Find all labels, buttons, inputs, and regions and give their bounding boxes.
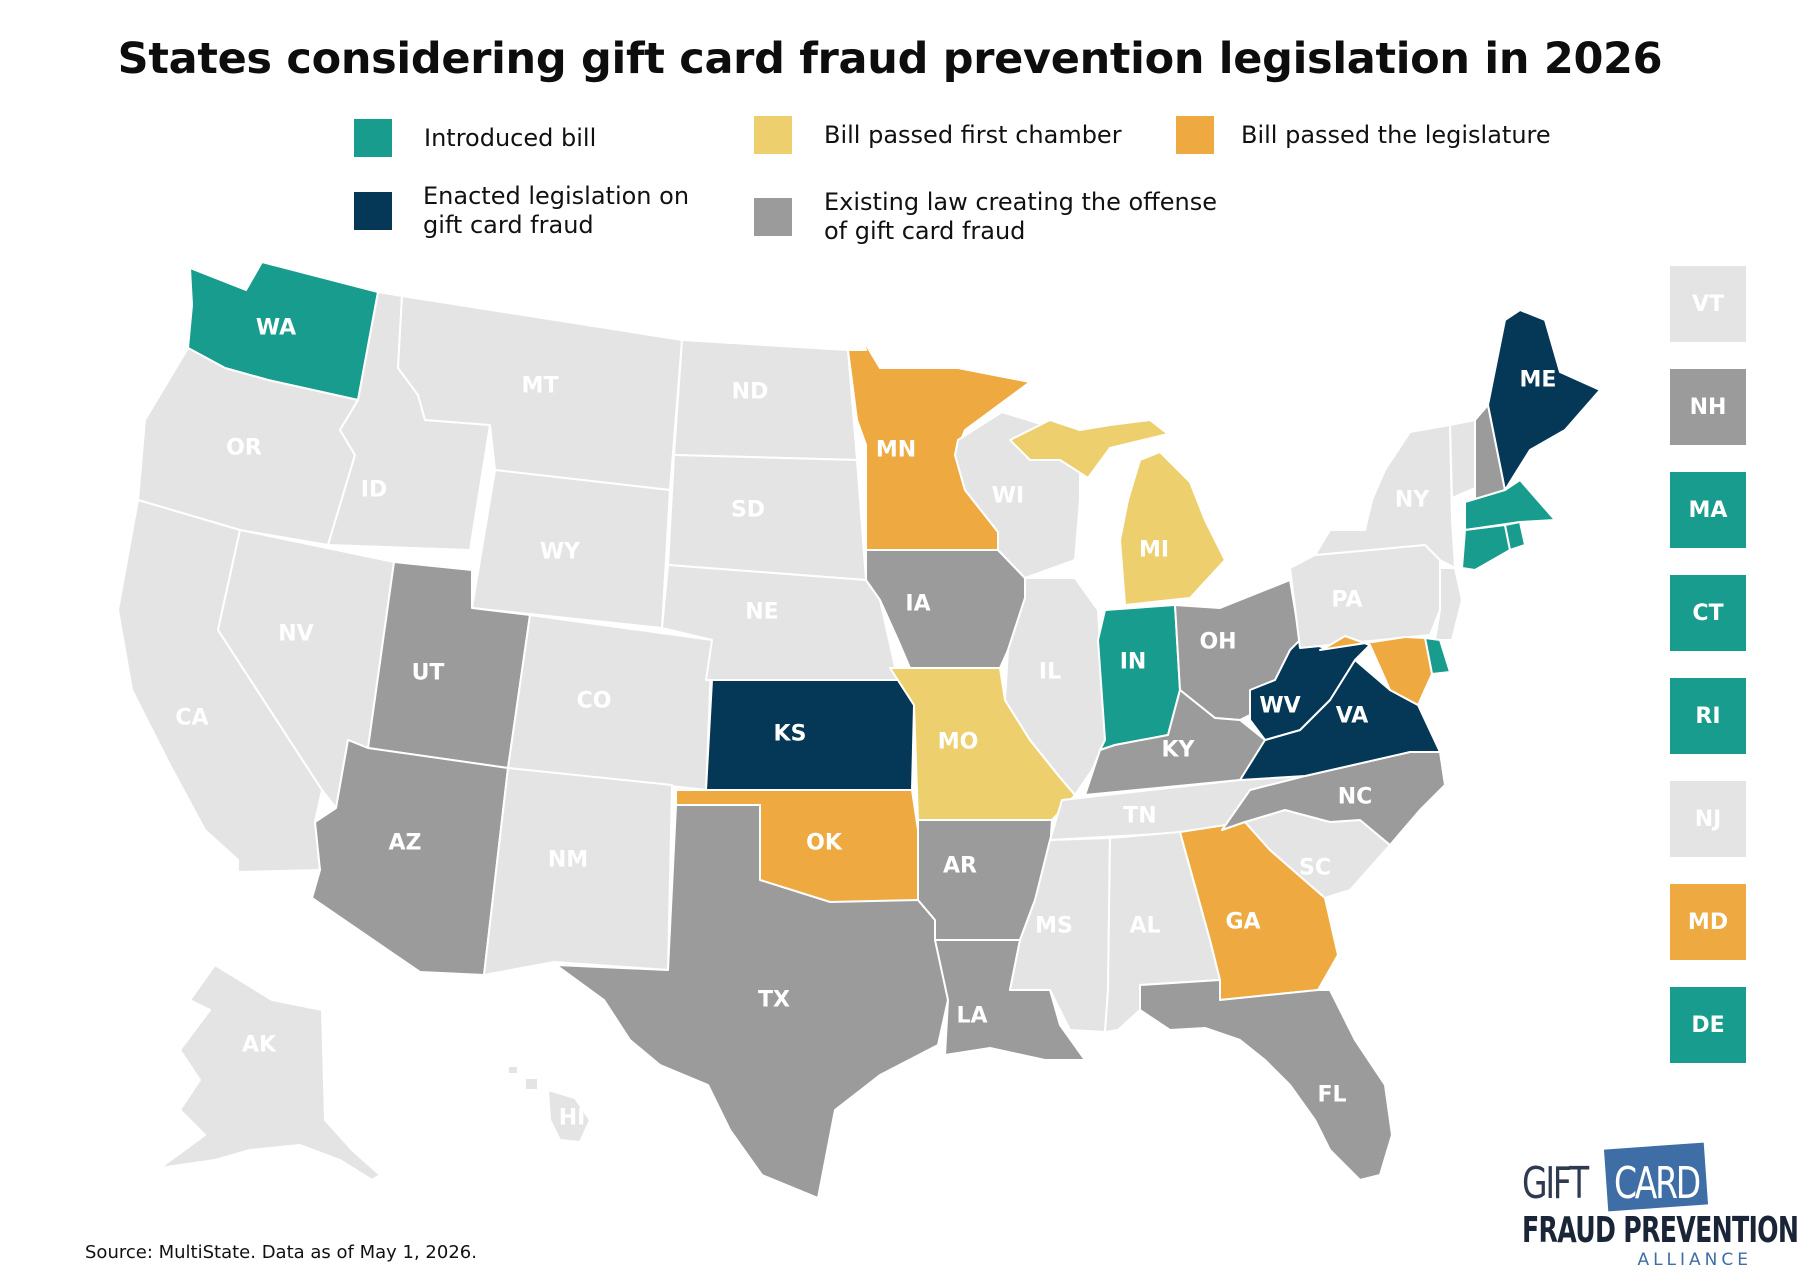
sidebar-box-de: DE	[1670, 987, 1746, 1063]
legend-swatch-passed-legislature	[1176, 116, 1214, 154]
state-label-mi: MI	[1139, 538, 1169, 563]
state-label-or: OR	[226, 436, 262, 461]
state-nm	[483, 767, 673, 976]
state-label-tx: TX	[758, 988, 790, 1013]
state-label-la: LA	[956, 1004, 987, 1029]
logo-text-card: CARD	[1614, 1158, 1701, 1209]
state-label-co: CO	[577, 689, 612, 714]
state-ny	[1314, 424, 1456, 569]
state-az	[311, 739, 509, 976]
state-label-ia: IA	[905, 592, 930, 617]
sidebar-box-md: MD	[1670, 884, 1746, 960]
sidebar-box-ct: CT	[1670, 575, 1746, 651]
state-label-tn: TN	[1123, 804, 1156, 829]
state-label-me: ME	[1520, 368, 1557, 393]
state-label-oh: OH	[1199, 630, 1236, 655]
state-label-sd: SD	[731, 498, 765, 523]
state-mi	[1009, 419, 1226, 606]
state-label-wy: WY	[540, 540, 581, 565]
state-label-al: AL	[1129, 914, 1160, 939]
state-label-hi: HI	[559, 1106, 586, 1131]
state-label-pa: PA	[1331, 588, 1362, 613]
page-title: States considering gift card fraud preve…	[117, 34, 1663, 84]
state-label-wi: WI	[992, 484, 1024, 509]
state-label-va: VA	[1336, 704, 1369, 729]
state-label-ar: AR	[943, 854, 977, 879]
state-ks	[705, 679, 915, 791]
state-label-mn: MN	[876, 438, 916, 463]
state-il	[1004, 577, 1106, 796]
state-label-in: IN	[1120, 650, 1147, 675]
state-label-ny: NY	[1395, 488, 1430, 513]
state-label-il: IL	[1039, 660, 1061, 685]
state-label-mt: MT	[522, 374, 559, 399]
legend-swatch-passed-first	[754, 116, 792, 154]
state-label-ga: GA	[1225, 910, 1260, 935]
logo-text-gift: GIFT	[1522, 1158, 1589, 1209]
legend-label-existing: Existing law creating the offense of gif…	[824, 188, 1217, 245]
state-label-nc: NC	[1338, 785, 1373, 810]
state-hi	[507, 1065, 591, 1143]
legend-swatch-introduced	[354, 119, 392, 157]
state-ak	[159, 964, 381, 1181]
state-ct	[1461, 524, 1511, 571]
state-vt	[1449, 419, 1476, 499]
state-labels: WA OR CA ID NV MT WY UT AZ CO NM ND SD NE KS OK TX MN IA MO…	[175, 316, 1556, 1131]
state-label-ak: AK	[242, 1033, 277, 1058]
legend-item-passed-first: Bill passed first chamber	[754, 116, 1122, 154]
sidebar-box-ri: RI	[1670, 678, 1746, 754]
state-in	[1097, 604, 1181, 751]
state-label-nm: NM	[548, 848, 588, 873]
state-label-fl: FL	[1317, 1083, 1346, 1108]
legend-label-passed-first: Bill passed first chamber	[824, 120, 1122, 149]
sidebar-box-ma: MA	[1670, 472, 1746, 548]
legend-item-introduced: Introduced bill	[354, 119, 596, 157]
state-label-az: AZ	[389, 831, 422, 856]
legend-item-enacted: Enacted legislation on gift card fraud	[354, 182, 689, 240]
source-note: Source: MultiState. Data as of May 1, 20…	[85, 1242, 477, 1263]
legend-label-introduced: Introduced bill	[424, 123, 597, 152]
logo-text-fraud-prevention: FRAUD PREVENTION	[1522, 1210, 1799, 1251]
state-label-nd: ND	[732, 380, 769, 405]
legend-item-passed-legislature: Bill passed the legislature	[1176, 116, 1551, 154]
state-label-ks: KS	[774, 722, 807, 747]
state-label-sc: SC	[1299, 856, 1331, 881]
state-label-ca: CA	[175, 706, 208, 731]
sidebar-box-nh: NH	[1670, 369, 1746, 445]
sidebar-box-vt: VT	[1670, 266, 1746, 342]
state-label-wv: WV	[1259, 694, 1300, 719]
state-label-ok: OK	[806, 831, 843, 856]
legend-swatch-enacted	[354, 192, 392, 230]
state-md	[1319, 635, 1433, 706]
state-label-wa: WA	[256, 316, 296, 341]
state-label-ms: MS	[1035, 914, 1073, 939]
legend-label-passed-legislature: Bill passed the legislature	[1241, 120, 1551, 149]
state-pa	[1289, 544, 1441, 649]
state-label-id: ID	[361, 478, 387, 503]
state-label-ne: NE	[745, 600, 778, 625]
legend-item-existing: Existing law creating the offense of gif…	[754, 188, 1217, 246]
state-fl	[1139, 979, 1393, 1181]
state-label-ky: KY	[1162, 738, 1196, 763]
state-label-mo: MO	[938, 730, 979, 755]
state-me	[1487, 309, 1601, 491]
legend-swatch-existing	[754, 198, 792, 236]
sidebar-box-nj: NJ	[1670, 781, 1746, 857]
state-label-nv: NV	[278, 622, 313, 647]
legend-label-enacted: Enacted legislation on gift card fraud	[423, 182, 690, 239]
state-ri	[1504, 521, 1526, 551]
logo-text-alliance: ALLIANCE	[1637, 1250, 1752, 1270]
state-label-ut: UT	[412, 661, 445, 686]
gift-card-fraud-prevention-alliance-logo: GIFT CARD FRAUD PREVENTION ALLIANCE	[1522, 1138, 1799, 1278]
state-nj	[1434, 567, 1463, 641]
state-sd	[667, 454, 867, 581]
state-tx	[555, 804, 949, 1199]
